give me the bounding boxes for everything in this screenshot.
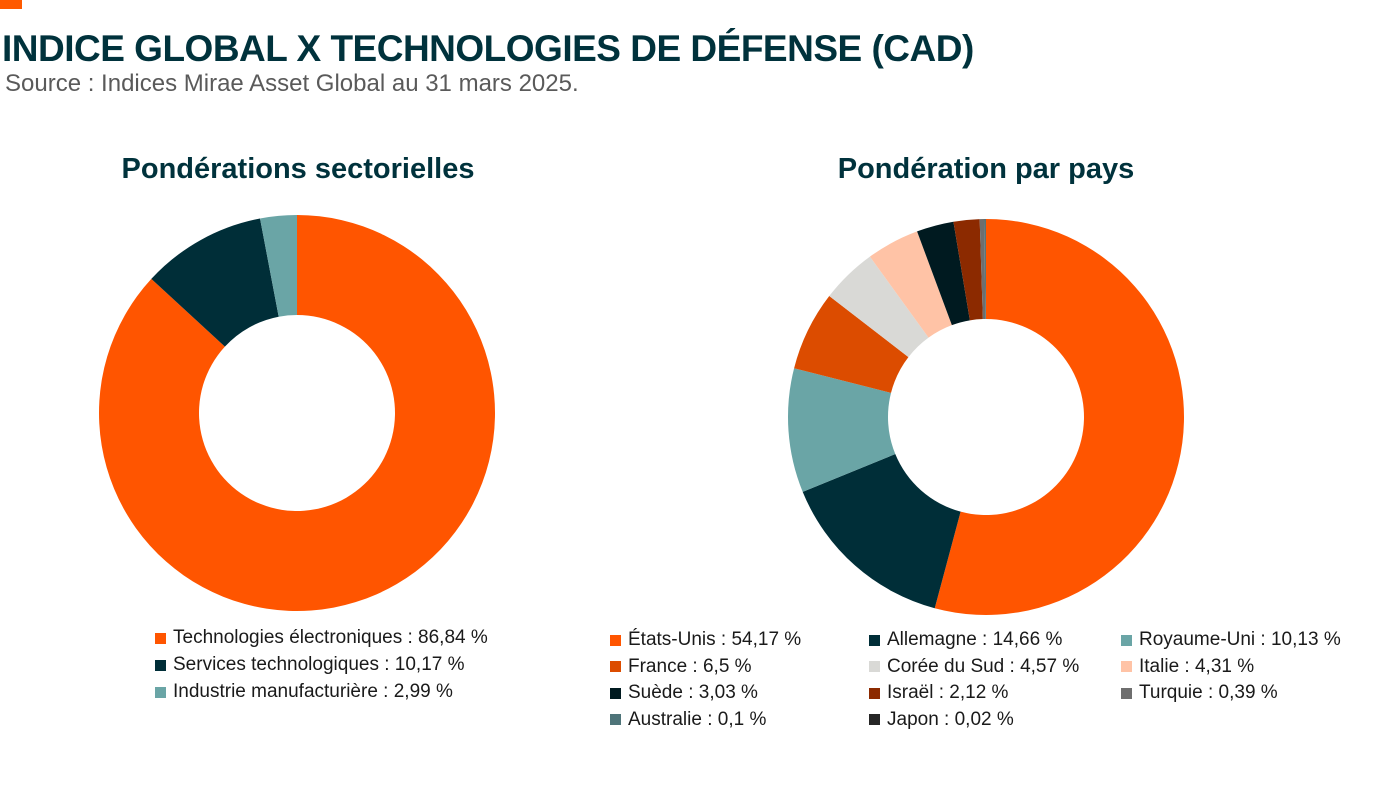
slice-suede xyxy=(917,221,970,326)
legend-label: Royaume-Uni : 10,13 % xyxy=(1139,629,1341,650)
legend-item-technologies-electroniques: Technologies électroniques : 86,84 % xyxy=(155,627,488,649)
slice-france xyxy=(794,296,909,393)
legend-swatch xyxy=(155,659,166,671)
legend-label: Industrie manufacturière : 2,99 % xyxy=(173,681,453,702)
legend-swatch xyxy=(1121,634,1132,646)
legend-item-etats-unis: États-Unis : 54,17 % xyxy=(610,629,801,651)
accent-bar xyxy=(0,0,22,9)
slice-australie xyxy=(984,219,986,320)
slice-services-technologiques xyxy=(151,218,279,347)
legend-item-italie: Italie : 4,31 % xyxy=(1121,656,1254,678)
legend-swatch xyxy=(1121,687,1132,699)
legend-label: Turquie : 0,39 % xyxy=(1139,682,1278,703)
slice-etats-unis xyxy=(934,219,1185,615)
country-chart-title: Pondération par pays xyxy=(837,153,1135,185)
legend-swatch xyxy=(155,632,166,644)
slice-royaume-uni xyxy=(788,368,896,492)
legend-label: Allemagne : 14,66 % xyxy=(887,629,1063,650)
legend-item-industrie-manufacturiere: Industrie manufacturière : 2,99 % xyxy=(155,681,453,703)
legend-swatch xyxy=(610,714,621,725)
slice-italie xyxy=(869,231,952,338)
source-note: Source : Indices Mirae Asset Global au 3… xyxy=(5,70,579,97)
legend-item-coree-du-sud: Corée du Sud : 4,57 % xyxy=(869,656,1079,678)
legend-swatch xyxy=(869,634,880,646)
legend-item-israel: Israël : 2,12 % xyxy=(869,682,1008,704)
legend-swatch xyxy=(1121,661,1132,672)
slice-technologies-electroniques xyxy=(98,215,495,611)
legend-item-turquie: Turquie : 0,39 % xyxy=(1121,682,1278,704)
legend-label: France : 6,5 % xyxy=(628,655,752,677)
legend-item-allemagne: Allemagne : 14,66 % xyxy=(869,629,1062,651)
legend-item-services-technologiques: Services technologiques : 10,17 % xyxy=(155,654,465,676)
legend-swatch xyxy=(610,687,621,699)
legend-label: Corée du Sud : 4,57 % xyxy=(887,655,1080,677)
legend-item-france: France : 6,5 % xyxy=(610,656,752,678)
legend-swatch xyxy=(610,661,621,672)
slice-israel xyxy=(953,219,983,321)
legend-swatch xyxy=(610,634,621,646)
legend-swatch xyxy=(869,687,880,699)
legend-item-australie: Australie : 0,1 % xyxy=(610,709,766,731)
legend-label: Suède : 3,03 % xyxy=(628,682,758,703)
slice-industrie-manufacturiere xyxy=(260,215,297,317)
slice-coree-du-sud xyxy=(829,256,929,358)
legend-label: États-Unis : 54,17 % xyxy=(628,629,802,650)
slice-turquie xyxy=(979,219,986,320)
legend-label: Technologies électroniques : 86,84 % xyxy=(173,627,488,648)
legend-label: Australie : 0,1 % xyxy=(628,708,767,730)
legend-label: Services technologiques : 10,17 % xyxy=(173,654,465,675)
slice-allemagne xyxy=(802,454,961,609)
legend-swatch xyxy=(869,661,880,672)
legend-swatch xyxy=(155,686,166,698)
legend-label: Israël : 2,12 % xyxy=(887,682,1009,703)
legend-swatch xyxy=(869,714,880,725)
legend-item-japon: Japon : 0,02 % xyxy=(869,709,1014,731)
legend-label: Italie : 4,31 % xyxy=(1139,655,1255,677)
legend-item-royaume-uni: Royaume-Uni : 10,13 % xyxy=(1121,629,1341,651)
sector-chart-title: Pondérations sectorielles xyxy=(121,153,475,185)
legend-label: Japon : 0,02 % xyxy=(887,708,1014,730)
page-title: INDICE GLOBAL X TECHNOLOGIES DE DÉFENSE … xyxy=(2,28,974,69)
legend-item-suede: Suède : 3,03 % xyxy=(610,682,758,704)
